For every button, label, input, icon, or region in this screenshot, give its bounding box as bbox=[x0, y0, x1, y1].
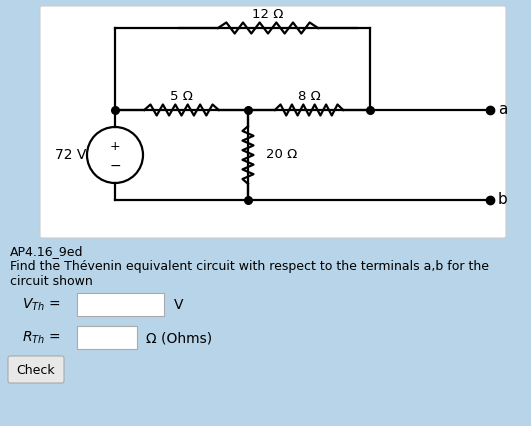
FancyBboxPatch shape bbox=[8, 356, 64, 383]
Text: AP4.16_9ed: AP4.16_9ed bbox=[10, 245, 83, 258]
FancyBboxPatch shape bbox=[40, 6, 506, 238]
Text: $V_{Th}$ =: $V_{Th}$ = bbox=[22, 297, 61, 313]
Text: V: V bbox=[174, 298, 184, 312]
Text: $R_{Th}$ =: $R_{Th}$ = bbox=[22, 330, 61, 346]
Text: a: a bbox=[498, 103, 508, 118]
Text: Ω (Ohms): Ω (Ohms) bbox=[146, 331, 212, 345]
Text: 8 Ω: 8 Ω bbox=[297, 90, 320, 104]
Text: −: − bbox=[109, 159, 121, 173]
FancyBboxPatch shape bbox=[77, 293, 164, 316]
FancyBboxPatch shape bbox=[77, 326, 137, 349]
Text: 72 V: 72 V bbox=[55, 148, 87, 162]
Text: 20 Ω: 20 Ω bbox=[266, 149, 297, 161]
Text: 12 Ω: 12 Ω bbox=[252, 9, 284, 21]
Text: Check: Check bbox=[16, 363, 55, 377]
Text: b: b bbox=[498, 193, 508, 207]
Text: Find the Thévenin equivalent circuit with respect to the terminals a,b for the: Find the Thévenin equivalent circuit wit… bbox=[10, 260, 489, 273]
Text: 5 Ω: 5 Ω bbox=[170, 90, 193, 104]
Text: +: + bbox=[110, 139, 121, 153]
Text: circuit shown: circuit shown bbox=[10, 275, 93, 288]
